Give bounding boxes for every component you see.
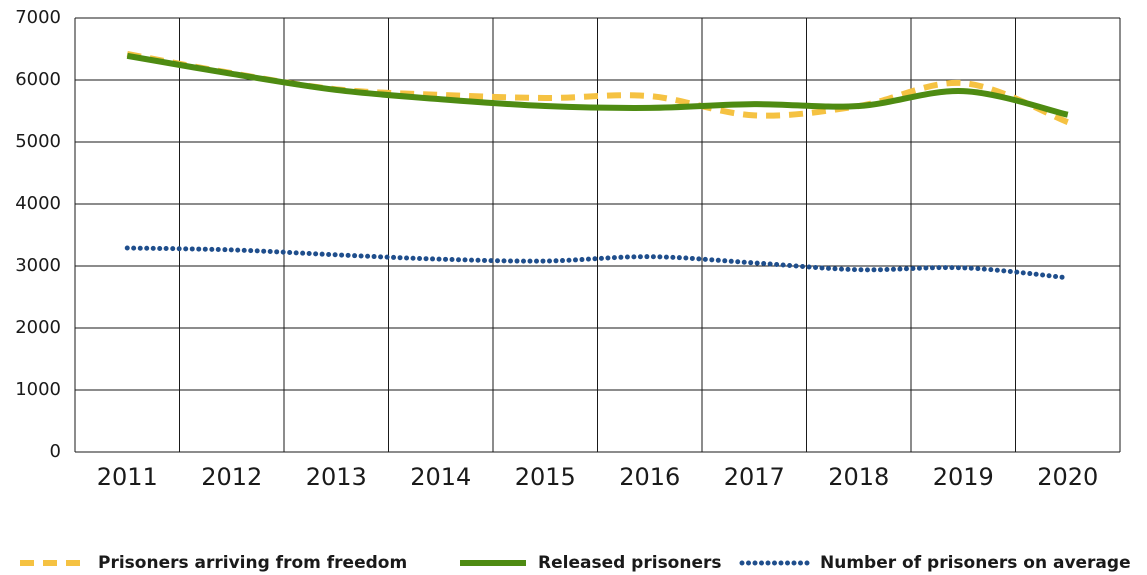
y-tick-label: 1000	[15, 379, 61, 400]
x-tick-label: 2012	[201, 463, 262, 491]
x-tick-label: 2011	[97, 463, 158, 491]
series-line	[126, 51, 1069, 125]
x-tick-label: 2015	[515, 463, 576, 491]
y-tick-label: 2000	[15, 317, 61, 338]
x-tick-label: 2019	[933, 463, 994, 491]
legend-label: Released prisoners	[538, 553, 722, 573]
x-tick-label: 2013	[306, 463, 367, 491]
legend-label: Prisoners arriving from freedom	[98, 553, 407, 573]
series-line	[126, 52, 1069, 118]
y-tick-label: 7000	[15, 7, 61, 28]
y-tick-label: 5000	[15, 131, 61, 152]
x-tick-label: 2016	[619, 463, 680, 491]
y-tick-label: 0	[50, 441, 61, 462]
y-tick-label: 6000	[15, 69, 61, 90]
y-tick-label: 3000	[15, 255, 61, 276]
x-tick-label: 2014	[410, 463, 471, 491]
x-tick-label: 2020	[1037, 463, 1098, 491]
y-tick-label: 4000	[15, 193, 61, 214]
x-tick-label: 2017	[724, 463, 785, 491]
legend-label: Number of prisoners on average	[820, 553, 1131, 573]
series-line	[124, 245, 1071, 281]
x-tick-label: 2018	[828, 463, 889, 491]
